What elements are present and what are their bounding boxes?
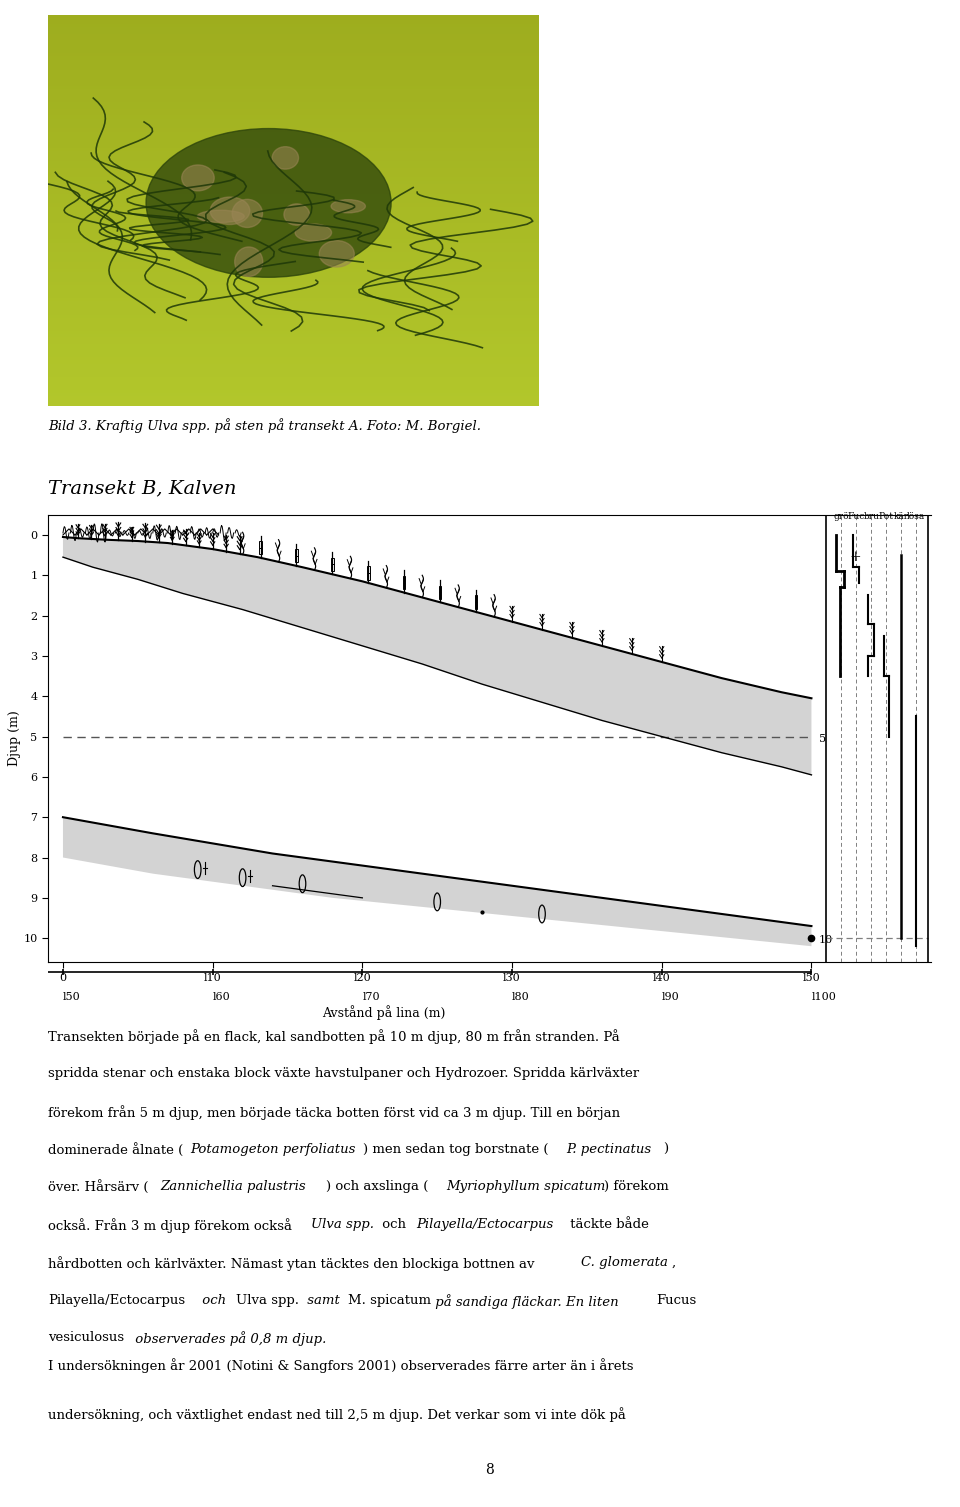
Text: M. spicatum: M. spicatum xyxy=(348,1293,431,1307)
Text: Ulva spp.: Ulva spp. xyxy=(311,1218,373,1231)
Ellipse shape xyxy=(198,211,244,223)
Text: kär: kär xyxy=(894,512,909,521)
Text: lösa: lösa xyxy=(907,512,925,521)
Text: ) men sedan tog borstnate (: ) men sedan tog borstnate ( xyxy=(363,1142,549,1156)
Text: Transekt B, Kalven: Transekt B, Kalven xyxy=(48,479,236,497)
Text: observerades på 0,8 m djup.: observerades på 0,8 m djup. xyxy=(131,1331,326,1346)
Text: Fuc: Fuc xyxy=(848,512,865,521)
Ellipse shape xyxy=(331,199,366,212)
Text: 8: 8 xyxy=(485,1463,494,1477)
Bar xyxy=(475,595,477,601)
Text: Myriophyllum spicatum: Myriophyllum spicatum xyxy=(445,1180,605,1194)
Bar xyxy=(296,556,298,562)
Text: på sandiga fläckar. En liten: på sandiga fläckar. En liten xyxy=(431,1293,623,1308)
Ellipse shape xyxy=(210,197,250,225)
Text: dominerade ålnate (: dominerade ålnate ( xyxy=(48,1142,183,1157)
Polygon shape xyxy=(63,536,811,775)
Text: ,: , xyxy=(671,1255,675,1269)
Text: C. glomerata: C. glomerata xyxy=(581,1255,668,1269)
Text: Pilayella/Ectocarpus: Pilayella/Ectocarpus xyxy=(416,1218,553,1231)
Ellipse shape xyxy=(320,241,354,267)
Text: l100: l100 xyxy=(811,992,836,1002)
Bar xyxy=(475,603,477,609)
Text: +: + xyxy=(850,550,861,564)
Ellipse shape xyxy=(284,203,309,225)
Text: Bild 3. Kraftig Ulva spp. på sten på transekt A. Foto: M. Borgiel.: Bild 3. Kraftig Ulva spp. på sten på tra… xyxy=(48,417,481,433)
Text: l50: l50 xyxy=(63,992,81,1002)
Ellipse shape xyxy=(181,164,214,191)
Ellipse shape xyxy=(234,247,263,276)
Text: ) och axslinga (: ) och axslinga ( xyxy=(325,1180,428,1194)
Bar xyxy=(296,550,298,556)
Text: grö: grö xyxy=(833,512,850,521)
Text: l80: l80 xyxy=(512,992,530,1002)
Bar xyxy=(403,583,405,589)
Bar xyxy=(331,558,334,564)
Text: Pot: Pot xyxy=(878,512,894,521)
Text: spridda stenar och enstaka block växte havstulpaner och Hydrozoer. Spridda kärlv: spridda stenar och enstaka block växte h… xyxy=(48,1067,639,1081)
Bar xyxy=(331,565,334,571)
Text: l70: l70 xyxy=(362,992,380,1002)
Text: över. Hårsärv (: över. Hårsärv ( xyxy=(48,1180,149,1195)
Text: Ulva spp.: Ulva spp. xyxy=(236,1293,299,1307)
Text: Fucus: Fucus xyxy=(656,1293,696,1307)
Text: Avstånd på lina (m): Avstånd på lina (m) xyxy=(322,1005,445,1020)
Ellipse shape xyxy=(232,199,262,228)
Text: Zannichellia palustris: Zannichellia palustris xyxy=(160,1180,306,1194)
Text: P. pectinatus: P. pectinatus xyxy=(566,1142,651,1156)
Text: förekom från 5 m djup, men började täcka botten först vid ca 3 m djup. Till en b: förekom från 5 m djup, men började täcka… xyxy=(48,1105,620,1120)
Text: Transekten började på en flack, kal sandbotten på 10 m djup, 80 m från stranden.: Transekten började på en flack, kal sand… xyxy=(48,1029,620,1044)
Bar xyxy=(367,573,370,580)
Bar xyxy=(259,541,262,547)
Bar xyxy=(259,549,262,555)
Ellipse shape xyxy=(272,146,299,169)
Text: 10: 10 xyxy=(819,936,833,945)
Text: undersökning, och växtlighet endast ned till 2,5 m djup. Det verkar som vi inte : undersökning, och växtlighet endast ned … xyxy=(48,1408,626,1421)
Text: samt: samt xyxy=(303,1293,345,1307)
Text: hårdbotten och kärlväxter. Nämast ytan täcktes den blockiga bottnen av: hårdbotten och kärlväxter. Nämast ytan t… xyxy=(48,1255,539,1270)
Text: l90: l90 xyxy=(661,992,680,1002)
Polygon shape xyxy=(63,817,811,946)
Bar xyxy=(403,576,405,583)
Text: l60: l60 xyxy=(213,992,230,1002)
Text: och: och xyxy=(198,1293,230,1307)
Bar xyxy=(439,592,442,598)
Text: också. Från 3 m djup förekom också: också. Från 3 m djup förekom också xyxy=(48,1218,297,1233)
Text: Pilayella/Ectocarpus: Pilayella/Ectocarpus xyxy=(48,1293,185,1307)
Text: vesiculosus: vesiculosus xyxy=(48,1331,124,1344)
Ellipse shape xyxy=(146,128,391,277)
Text: ) förekom: ) förekom xyxy=(604,1180,668,1194)
Text: och: och xyxy=(378,1218,411,1231)
Text: 5: 5 xyxy=(819,734,826,743)
Text: bru: bru xyxy=(863,512,879,521)
Text: täckte både: täckte både xyxy=(566,1218,649,1231)
Bar xyxy=(367,567,370,573)
Y-axis label: Djup (m): Djup (m) xyxy=(8,711,20,767)
Ellipse shape xyxy=(295,225,331,241)
Bar xyxy=(439,586,442,592)
Text: I undersökningen år 2001 (Notini & Sangfors 2001) observerades färre arter än i : I undersökningen år 2001 (Notini & Sangf… xyxy=(48,1358,634,1373)
Text: Potamogeton perfoliatus: Potamogeton perfoliatus xyxy=(191,1142,356,1156)
Text: ): ) xyxy=(663,1142,669,1156)
